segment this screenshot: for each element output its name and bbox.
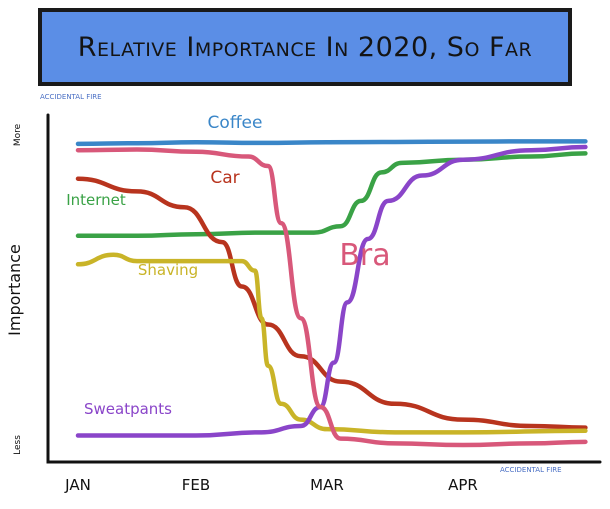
series-line-bra	[75, 147, 588, 448]
x-tick-label: APR	[448, 476, 478, 494]
series-label-bra: Bra	[339, 238, 390, 273]
series-line-shaving	[75, 252, 588, 435]
credit-top: ACCIDENTAL FIRE	[40, 93, 102, 101]
x-tick-label: JAN	[64, 476, 91, 494]
series-line-car	[75, 176, 588, 430]
axis-lines	[46, 113, 602, 464]
series-line-sweatpants	[75, 144, 588, 438]
y-top-label: More	[13, 123, 23, 146]
x-tick-label: FEB	[182, 476, 210, 494]
credit-bottom: ACCIDENTAL FIRE	[500, 466, 562, 474]
x-tick-label: MAR	[310, 476, 344, 494]
chart-title: Relative Importance In 2020, So Far	[77, 31, 533, 63]
series-line-coffee	[75, 139, 588, 147]
series-label-sweatpants: Sweatpants	[84, 400, 172, 418]
y-axis-label: Importance	[5, 244, 24, 336]
chart-title-box: Relative Importance In 2020, So Far	[38, 8, 572, 86]
series-label-shaving: Shaving	[138, 261, 198, 279]
series-label-coffee: Coffee	[208, 113, 263, 133]
y-bottom-label: Less	[13, 435, 23, 455]
series-label-car: Car	[210, 168, 239, 188]
series-label-internet: Internet	[66, 191, 126, 209]
